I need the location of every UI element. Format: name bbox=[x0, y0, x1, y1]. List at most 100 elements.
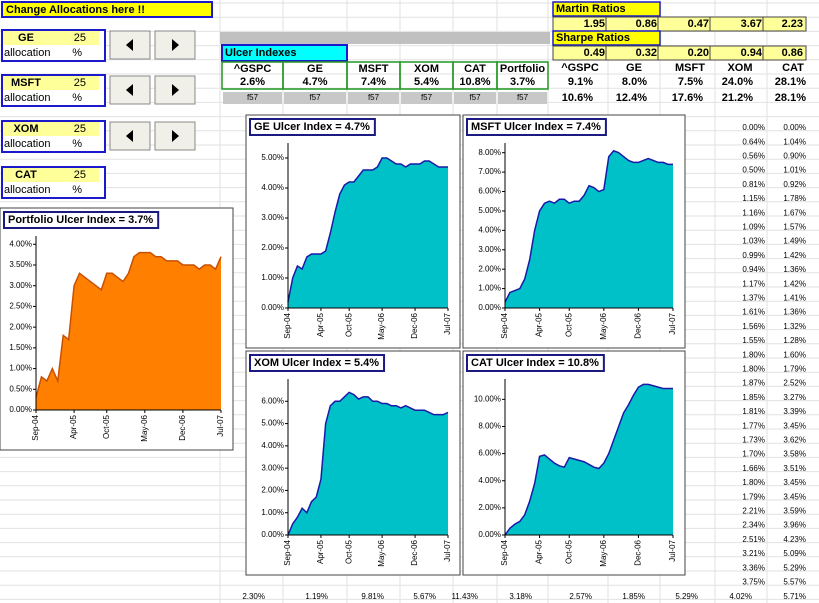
cell-text: 10.8% bbox=[459, 76, 490, 88]
cell-text: 1.85% bbox=[742, 393, 765, 402]
y-tick-label: 4.00% bbox=[9, 239, 32, 248]
ulcer-footer bbox=[284, 92, 346, 104]
cell-text: 3.45% bbox=[783, 492, 806, 501]
cell-text: 0.64% bbox=[742, 137, 765, 146]
x-tick-label: Jul-07 bbox=[443, 312, 452, 334]
cell-text: 2.23 bbox=[782, 18, 803, 30]
cell-text: 1.36% bbox=[783, 308, 806, 317]
y-tick-label: 1.00% bbox=[9, 364, 32, 373]
spin-arrow bbox=[172, 84, 179, 96]
ratio-row bbox=[552, 45, 807, 61]
ulcer-footer bbox=[454, 92, 496, 104]
cell-text: f57 bbox=[469, 93, 481, 102]
y-tick-label: 5.00% bbox=[261, 153, 284, 162]
alloc-name-cell bbox=[3, 76, 99, 90]
cell-text: 1.73% bbox=[742, 436, 765, 445]
x-tick-label: Oct-05 bbox=[344, 312, 353, 337]
cell-text: 2.57% bbox=[569, 592, 592, 601]
cell-text: 5.4% bbox=[414, 76, 439, 88]
ulcer-footer bbox=[401, 92, 452, 104]
cell-text: 1.41% bbox=[783, 294, 806, 303]
chart-title: CAT Ulcer Index = 10.8% bbox=[471, 357, 599, 369]
chart-title: XOM Ulcer Index = 5.4% bbox=[254, 357, 379, 369]
cell-text: 1.79% bbox=[783, 365, 806, 374]
y-tick-label: 7.00% bbox=[478, 167, 501, 176]
cell-text: 4.23% bbox=[783, 535, 806, 544]
cell-text: Portfolio bbox=[500, 63, 545, 75]
cell-text: 24.0% bbox=[722, 76, 753, 88]
alloc-name-cell bbox=[3, 31, 99, 45]
cell-text: 3.18% bbox=[509, 592, 532, 601]
cell-text: f57 bbox=[368, 93, 380, 102]
cell-text: 1.16% bbox=[742, 208, 765, 217]
cell-text: 1.80% bbox=[742, 478, 765, 487]
y-tick-label: 8.00% bbox=[478, 422, 501, 431]
cell-text: 3.27% bbox=[783, 393, 806, 402]
cell-text: MSFT bbox=[359, 63, 389, 75]
ulcer-title-box bbox=[221, 44, 348, 62]
cell-text: 3.62% bbox=[783, 436, 806, 445]
cell-text: 5.57% bbox=[783, 578, 806, 587]
y-tick-label: 3.00% bbox=[478, 245, 501, 254]
cell-text: GE bbox=[626, 62, 642, 74]
cell-text: ^GSPC bbox=[234, 63, 272, 75]
area-line bbox=[287, 391, 449, 536]
cell-text: 1.55% bbox=[742, 336, 765, 345]
cell-text: 9.81% bbox=[361, 592, 384, 601]
chart-title-box bbox=[3, 211, 160, 229]
area-fill bbox=[288, 392, 448, 535]
cell-text: 0.94% bbox=[742, 265, 765, 274]
cell-text: 0.90% bbox=[783, 152, 806, 161]
x-tick-label: Jul-07 bbox=[443, 539, 452, 561]
cell-text: Martin Ratios bbox=[556, 3, 626, 15]
cell-text: 1.67% bbox=[783, 208, 806, 217]
cell-text: 4.02% bbox=[729, 592, 752, 601]
cell-text: 3.39% bbox=[783, 407, 806, 416]
area-fill bbox=[505, 384, 673, 535]
cell-text: 3.45% bbox=[783, 478, 806, 487]
x-tick-label: Oct-05 bbox=[564, 312, 573, 337]
cell-text: 10.6% bbox=[562, 92, 593, 104]
cell-text: f57 bbox=[421, 93, 433, 102]
x-tick-label: May-06 bbox=[377, 539, 386, 566]
x-tick-label: Apr-05 bbox=[535, 539, 544, 564]
cell-text: 1.15% bbox=[742, 194, 765, 203]
cell-text: 0.99% bbox=[742, 251, 765, 260]
cell-text: 28.1% bbox=[775, 92, 806, 104]
cell-text: 25 bbox=[74, 123, 86, 135]
x-tick-label: Oct-05 bbox=[564, 539, 573, 564]
cell-text: 3.45% bbox=[783, 421, 806, 430]
x-tick-label: Dec-06 bbox=[634, 312, 643, 338]
x-tick-label: Jul-07 bbox=[668, 539, 677, 561]
x-tick-label: Dec-06 bbox=[634, 539, 643, 565]
cell-text: 12.4% bbox=[616, 92, 647, 104]
ulcer-footer bbox=[498, 92, 547, 104]
cell-text: 1.09% bbox=[742, 223, 765, 232]
cell-text: 1.78% bbox=[783, 194, 806, 203]
cell-text: 1.85% bbox=[622, 592, 645, 601]
y-tick-label: 2.00% bbox=[261, 486, 284, 495]
spin-arrow bbox=[126, 39, 133, 51]
cell-text: 0.86 bbox=[636, 18, 657, 30]
cell-text: allocation bbox=[4, 92, 50, 104]
cell-text: 1.80% bbox=[742, 350, 765, 359]
x-tick-label: Dec-06 bbox=[178, 414, 187, 440]
y-tick-label: 3.50% bbox=[9, 260, 32, 269]
x-tick-label: Jul-07 bbox=[216, 414, 225, 436]
cell-text: 1.95 bbox=[584, 18, 605, 30]
y-tick-label: 5.00% bbox=[261, 419, 284, 428]
y-tick-label: 0.00% bbox=[478, 303, 501, 312]
y-tick-label: 1.00% bbox=[261, 273, 284, 282]
area-line bbox=[35, 251, 222, 398]
cell-text: 1.36% bbox=[783, 265, 806, 274]
y-tick-label: 3.00% bbox=[261, 213, 284, 222]
ulcer-footer bbox=[223, 92, 282, 104]
cell-text: CAT bbox=[782, 62, 804, 74]
cell-text: 1.60% bbox=[783, 350, 806, 359]
cell-text: 1.79% bbox=[742, 492, 765, 501]
cell-text: f57 bbox=[309, 93, 321, 102]
cell-text: 1.77% bbox=[742, 421, 765, 430]
cell-text: 3.58% bbox=[783, 450, 806, 459]
cell-text: 0.56% bbox=[742, 152, 765, 161]
